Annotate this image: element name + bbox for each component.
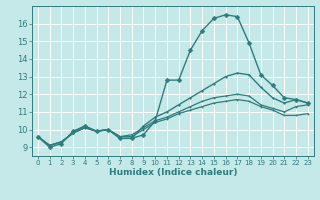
X-axis label: Humidex (Indice chaleur): Humidex (Indice chaleur) [108, 168, 237, 177]
